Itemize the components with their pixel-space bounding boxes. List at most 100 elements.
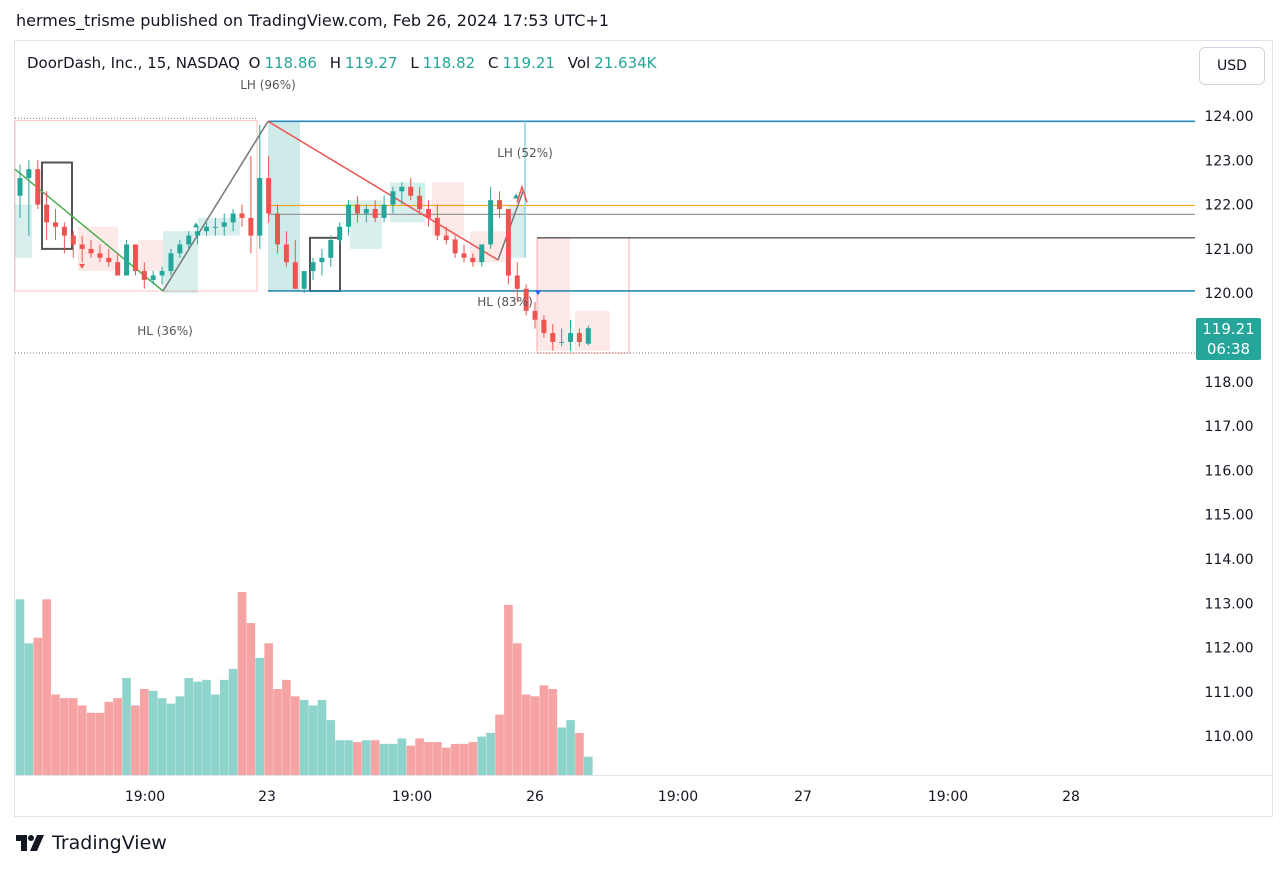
volume-bar [459, 743, 469, 775]
currency-button[interactable]: USD [1199, 47, 1265, 85]
candle-body [541, 319, 547, 334]
volume-bar [15, 599, 25, 775]
candle-body [239, 213, 245, 218]
candle-body [132, 244, 138, 272]
chart-frame[interactable] [14, 40, 1273, 817]
candle-body [470, 257, 476, 263]
volume-bar [335, 740, 344, 775]
volume-bar [557, 727, 566, 775]
volume-bar [60, 698, 69, 775]
volume-bar [219, 679, 229, 775]
volume-bar [237, 592, 247, 775]
volume-bar [575, 732, 584, 775]
bar-countdown: 06:38 [1206, 340, 1251, 358]
volume-bar [326, 720, 336, 775]
candle-body [124, 244, 130, 276]
price-tick-label: 116.00 [1205, 463, 1254, 479]
price-tick-label: 120.00 [1205, 286, 1254, 302]
candle-body [159, 271, 165, 276]
pattern-zone [138, 240, 163, 272]
volume-bar [33, 637, 43, 775]
candle-body [79, 244, 85, 249]
candle-body [53, 222, 59, 227]
candle-body [434, 217, 440, 236]
candle-body [381, 204, 387, 218]
volume-bar [299, 699, 309, 775]
arrow-down-icon [452, 239, 458, 245]
volume-bar [68, 698, 78, 775]
volume-bar [273, 688, 282, 775]
volume-bar [521, 694, 531, 775]
time-tick-label: 19:00 [928, 789, 968, 805]
price-tick-label: 111.00 [1205, 685, 1254, 701]
candle-body [337, 226, 343, 241]
volume-bar [584, 756, 593, 775]
structure-annotation: HL (83%) [477, 295, 533, 309]
volume-bar [166, 703, 176, 775]
tradingview-logo-text: TradingView [52, 832, 167, 854]
arrow-up-icon [513, 193, 519, 199]
volume-bar [495, 714, 504, 775]
candle-body [88, 248, 94, 254]
volume-bar [77, 705, 87, 775]
volume-bar [24, 643, 34, 775]
pattern-zone [575, 310, 610, 351]
candle-body [319, 257, 325, 263]
time-tick-label: 19:00 [392, 789, 432, 805]
candle-body [514, 275, 520, 289]
legend-close-label: C [487, 54, 499, 72]
candle-body [461, 253, 467, 258]
structure-annotation: HL (36%) [137, 324, 193, 338]
candle-body [221, 222, 227, 227]
legend-close: 119.21 [502, 54, 555, 72]
candle-body [203, 226, 209, 232]
volume-bar [193, 681, 202, 775]
volume-bar [184, 678, 194, 775]
candle-body [168, 253, 174, 272]
volume-bar [175, 696, 185, 775]
price-tick-label: 121.00 [1205, 242, 1254, 258]
candle-body [488, 200, 494, 245]
price-tick-label: 113.00 [1205, 596, 1254, 612]
volume-bar [441, 747, 451, 775]
price-tick-label: 122.00 [1205, 198, 1254, 214]
candle-body [399, 186, 405, 192]
candle-body [150, 275, 156, 280]
volume-bar [370, 740, 380, 775]
price-tick-label: 114.00 [1205, 552, 1254, 568]
time-tick-label: 27 [794, 789, 812, 805]
candle-body [195, 231, 201, 236]
publisher-line: hermes_trisme published on TradingView.c… [16, 11, 609, 30]
legend-vol: 21.634K [594, 54, 657, 72]
chevron-up-icon [516, 184, 528, 203]
candle-body [141, 271, 147, 280]
candle-body [443, 235, 449, 241]
last-price-tag: 119.21 06:38 [1196, 318, 1261, 360]
volume-bar [353, 742, 362, 775]
candle-body [568, 333, 574, 342]
volume-bar [406, 745, 416, 775]
arrow-up-icon [193, 222, 199, 228]
price-tick-label: 123.00 [1205, 153, 1254, 169]
volume-bar [282, 679, 291, 775]
volume-bar [566, 720, 575, 775]
volume-bar [86, 712, 96, 775]
candle-body [497, 200, 503, 210]
volume-bar [362, 740, 371, 775]
structure-annotation: LH (96%) [240, 78, 296, 92]
volume-bar [202, 679, 211, 775]
zigzag-down-leg [267, 120, 499, 261]
candle-body [212, 226, 218, 228]
candle-body [532, 310, 538, 320]
volume-bar [140, 688, 149, 775]
volume-bar [246, 623, 256, 775]
candle-body [585, 328, 591, 344]
price-tick-label: 117.00 [1205, 419, 1254, 435]
tradingview-logo[interactable]: TradingView [16, 832, 167, 854]
candle-body [106, 257, 112, 263]
volume-bar [486, 732, 495, 775]
candle-body [177, 244, 183, 254]
arrow-down-icon [79, 263, 85, 269]
price-tick-label: 110.00 [1205, 729, 1254, 745]
